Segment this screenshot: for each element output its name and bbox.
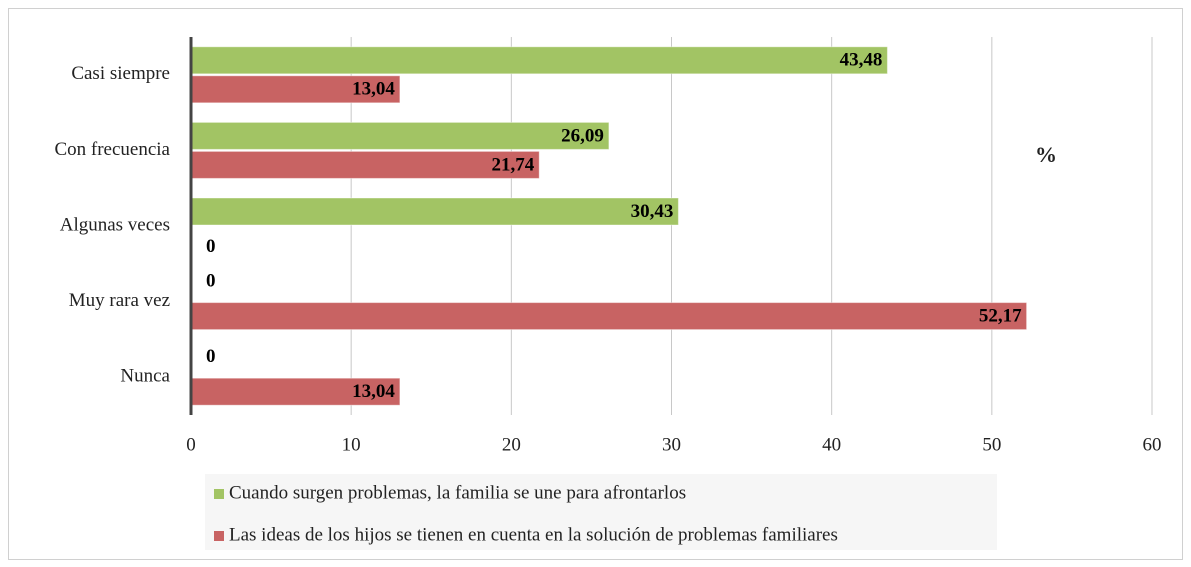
data-label: 30,43 — [631, 201, 674, 222]
y-tick-label: Muy rara vez — [69, 290, 170, 311]
bar — [190, 46, 888, 75]
x-tick-label: 0 — [186, 434, 196, 455]
legend-swatch — [214, 489, 224, 499]
legend-label: Las ideas de los hijos se tienen en cuen… — [229, 524, 838, 545]
x-tick-label: 30 — [662, 434, 681, 455]
data-label: 21,74 — [491, 154, 534, 175]
y-tick-label: Nunca — [120, 366, 170, 387]
bar — [190, 302, 1028, 331]
data-label: 52,17 — [979, 305, 1022, 326]
bar — [190, 377, 401, 406]
x-tick-label: 20 — [502, 434, 521, 455]
data-label: 13,04 — [352, 381, 395, 402]
x-tick-label: 50 — [982, 434, 1001, 455]
bar — [190, 150, 540, 179]
x-tick-label: 60 — [1143, 434, 1162, 455]
bar — [190, 197, 679, 226]
legend-label: Cuando surgen problemas, la familia se u… — [229, 482, 686, 503]
x-tick-label: 40 — [822, 434, 841, 455]
y-tick-label: Casi siempre — [71, 63, 170, 84]
data-label: 0 — [206, 236, 216, 257]
data-label: 0 — [206, 346, 216, 367]
x-tick-label: 10 — [342, 434, 361, 455]
legend-box — [205, 474, 997, 550]
data-label: 13,04 — [352, 79, 395, 100]
legend-swatch — [214, 531, 224, 541]
bar — [190, 121, 610, 150]
data-label: 0 — [206, 270, 216, 291]
y-tick-label: Algunas veces — [60, 214, 170, 235]
annotation: % — [1035, 142, 1057, 167]
data-label: 26,09 — [561, 125, 604, 146]
data-label: 43,48 — [840, 50, 883, 71]
y-tick-label: Con frecuencia — [54, 139, 170, 160]
